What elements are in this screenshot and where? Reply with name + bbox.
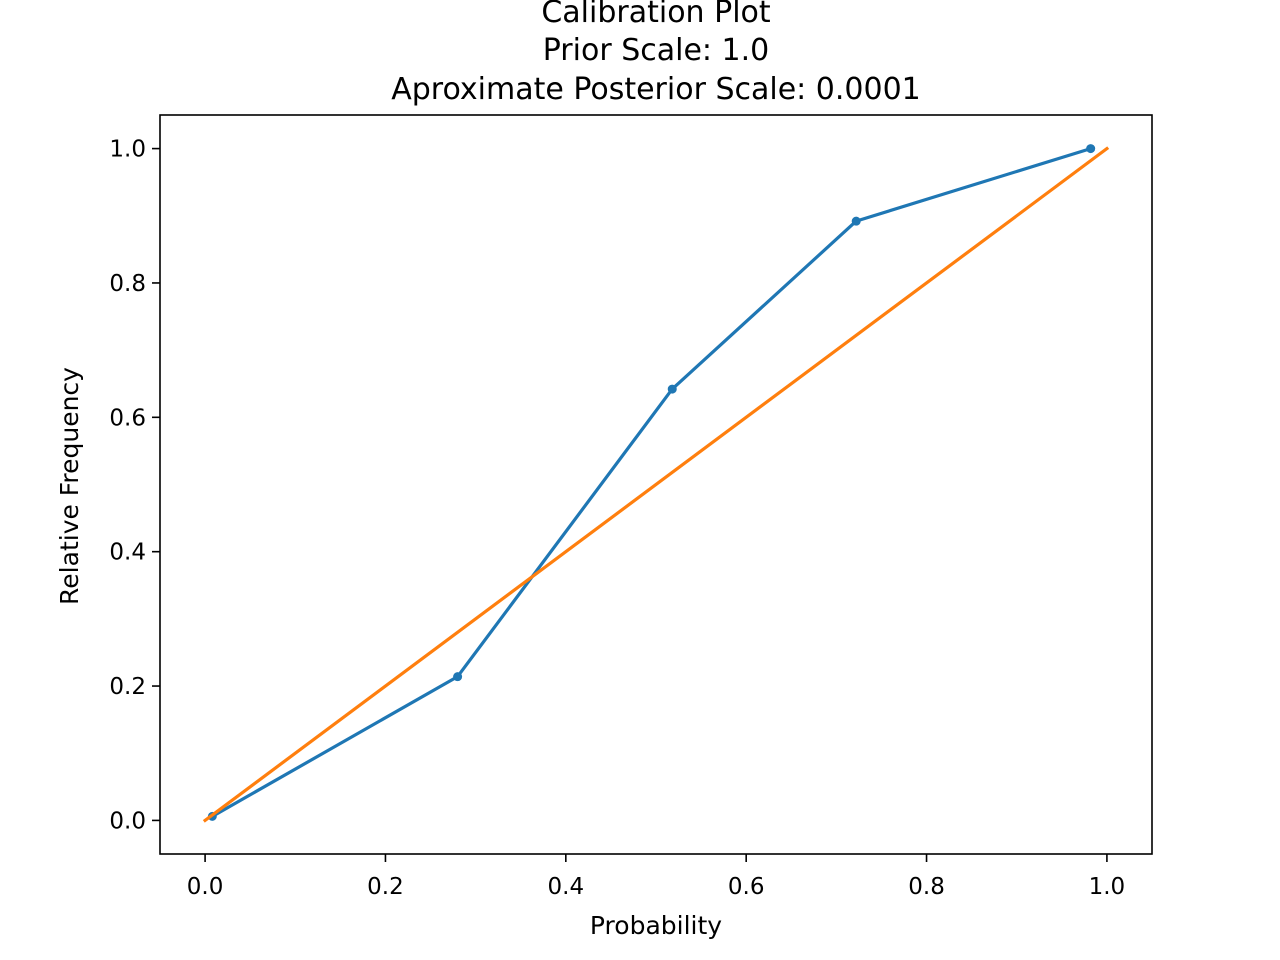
title-line-3: Aproximate Posterior Scale: 0.0001 — [391, 72, 921, 107]
x-tick-label: 1.0 — [1089, 874, 1126, 900]
series-1-point — [667, 384, 677, 394]
series-1-point — [1086, 144, 1096, 154]
x-tick-label: 0.4 — [548, 874, 585, 900]
y-axis-ticks: 0.0 0.2 0.4 0.6 0.8 1.0 — [109, 137, 160, 834]
y-tick-label: 0.4 — [109, 540, 146, 566]
y-axis-label: Relative Frequency — [55, 367, 84, 605]
x-tick-label: 0.0 — [187, 874, 224, 900]
x-axis-label: Probability — [590, 911, 722, 940]
plot-area-frame — [159, 114, 1153, 855]
title-line-2: Prior Scale: 1.0 — [543, 33, 770, 68]
y-tick-label: 1.0 — [109, 137, 146, 163]
x-tick-label: 0.8 — [908, 874, 945, 900]
series-1-point — [453, 672, 463, 682]
y-tick-label: 0.0 — [109, 808, 146, 834]
x-tick-label: 0.2 — [367, 874, 404, 900]
x-tick-label: 0.6 — [728, 874, 765, 900]
x-axis-ticks: 0.0 0.2 0.4 0.6 0.8 1.0 — [187, 854, 1125, 900]
y-tick-label: 0.8 — [109, 271, 146, 297]
series-2-line — [202, 146, 1110, 823]
title-line-1: Calibration Plot — [541, 0, 771, 30]
series-1-point — [851, 216, 861, 226]
chart-title: Calibration Plot Prior Scale: 1.0 Aproxi… — [391, 0, 921, 107]
series-layer — [202, 144, 1110, 823]
y-tick-label: 0.6 — [109, 405, 146, 431]
y-tick-label: 0.2 — [109, 674, 146, 700]
